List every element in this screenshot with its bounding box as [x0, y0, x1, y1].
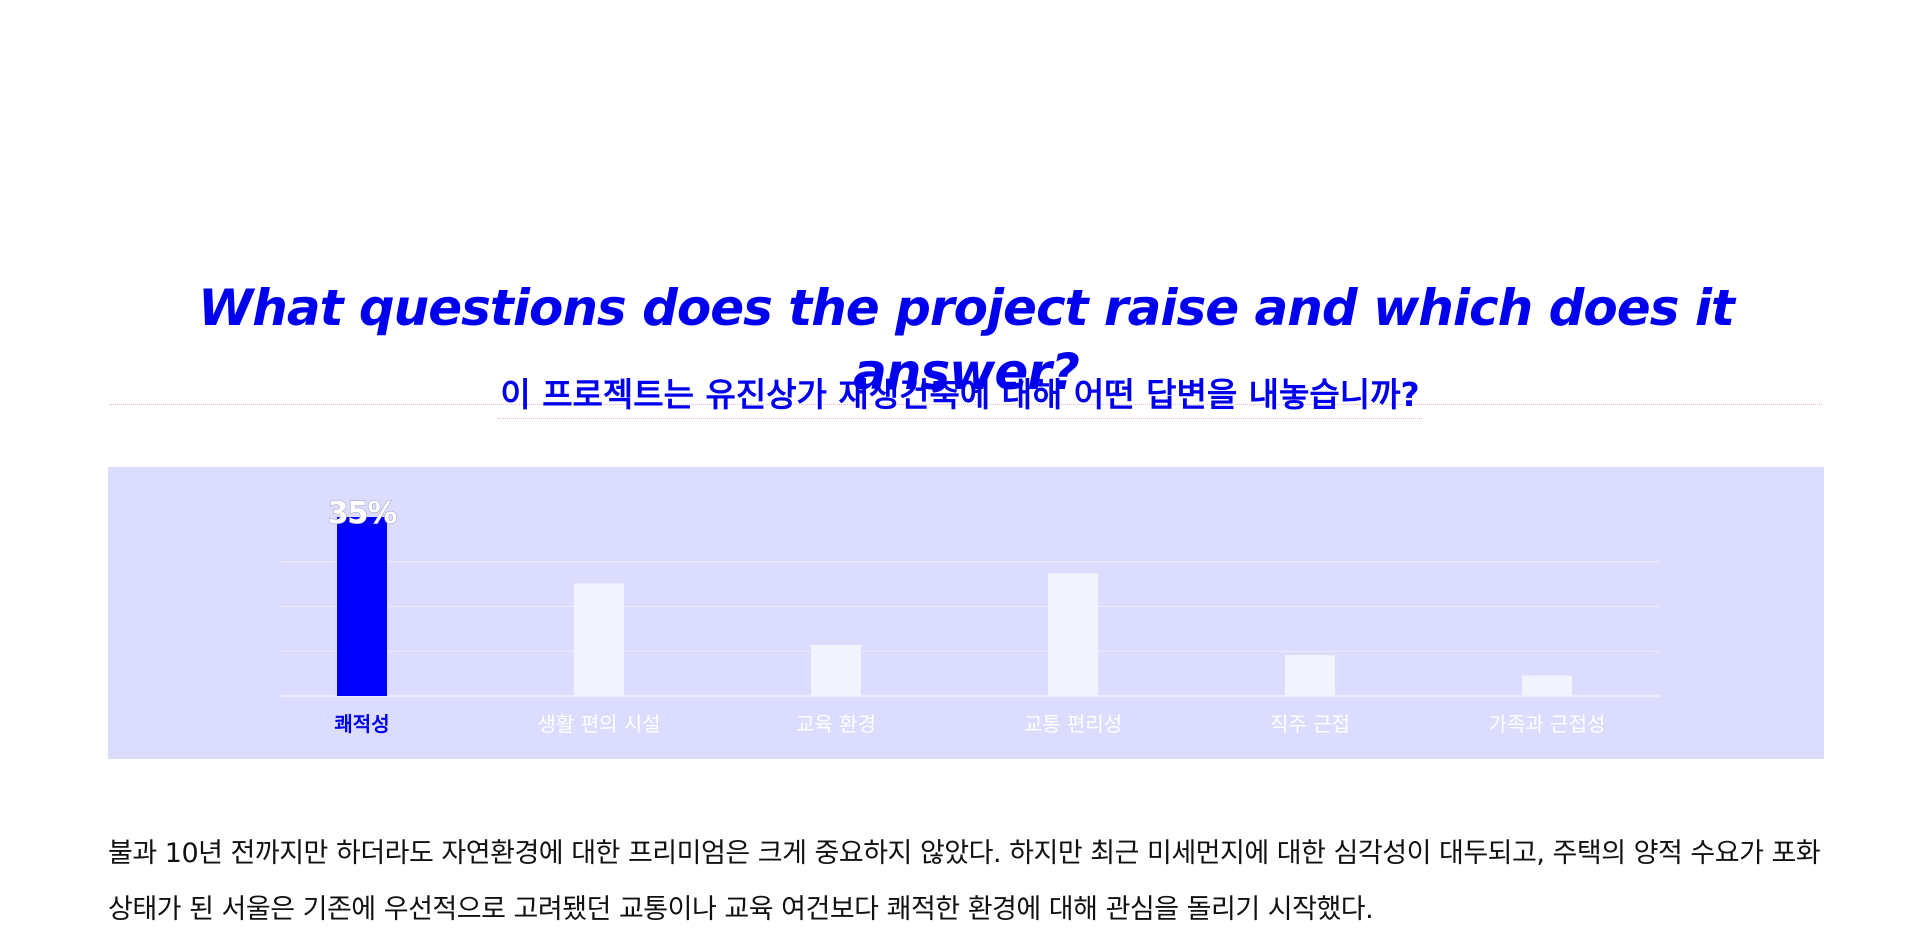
data-label-1: 35% — [328, 496, 398, 531]
category-label-5: 직주 근접 — [1270, 712, 1350, 736]
body-paragraph: 불과 10년 전까지만 하더라도 자연환경에 대한 프리미엄은 크게 중요하지 … — [108, 838, 1821, 925]
category-label-3: 교육 환경 — [796, 712, 876, 736]
category-label-1: 쾌적성 — [334, 712, 389, 736]
page-subtitle-text: 이 프로젝트는 유진상가 재생건축에 대해 어떤 답변을 내놓습니까? — [498, 372, 1422, 419]
category-label-4: 교통 편리성 — [1024, 712, 1122, 736]
bar-chart: 쾌적성 35% 생활 편의 시설 교육 환경 교통 편리성 직주 근접 가족과 근접성 — [280, 496, 1660, 736]
bar-2 — [574, 583, 624, 696]
category-label-2: 생활 편의 시설 — [537, 712, 660, 736]
bar-5 — [1285, 655, 1335, 696]
chart-panel: 쾌적성 35% 생활 편의 시설 교육 환경 교통 편리성 직주 근접 가족과 근접성 — [108, 467, 1824, 759]
bar-1 — [337, 517, 387, 696]
bar-3 — [811, 644, 861, 696]
bar-4 — [1048, 573, 1098, 696]
category-label-6: 가족과 근접성 — [1489, 712, 1606, 736]
page-title: What questions does the project raise an… — [110, 276, 1822, 405]
page-subtitle: 이 프로젝트는 유진상가 재생건축에 대해 어떤 답변을 내놓습니까? — [0, 372, 1920, 419]
bar-6 — [1522, 675, 1572, 696]
